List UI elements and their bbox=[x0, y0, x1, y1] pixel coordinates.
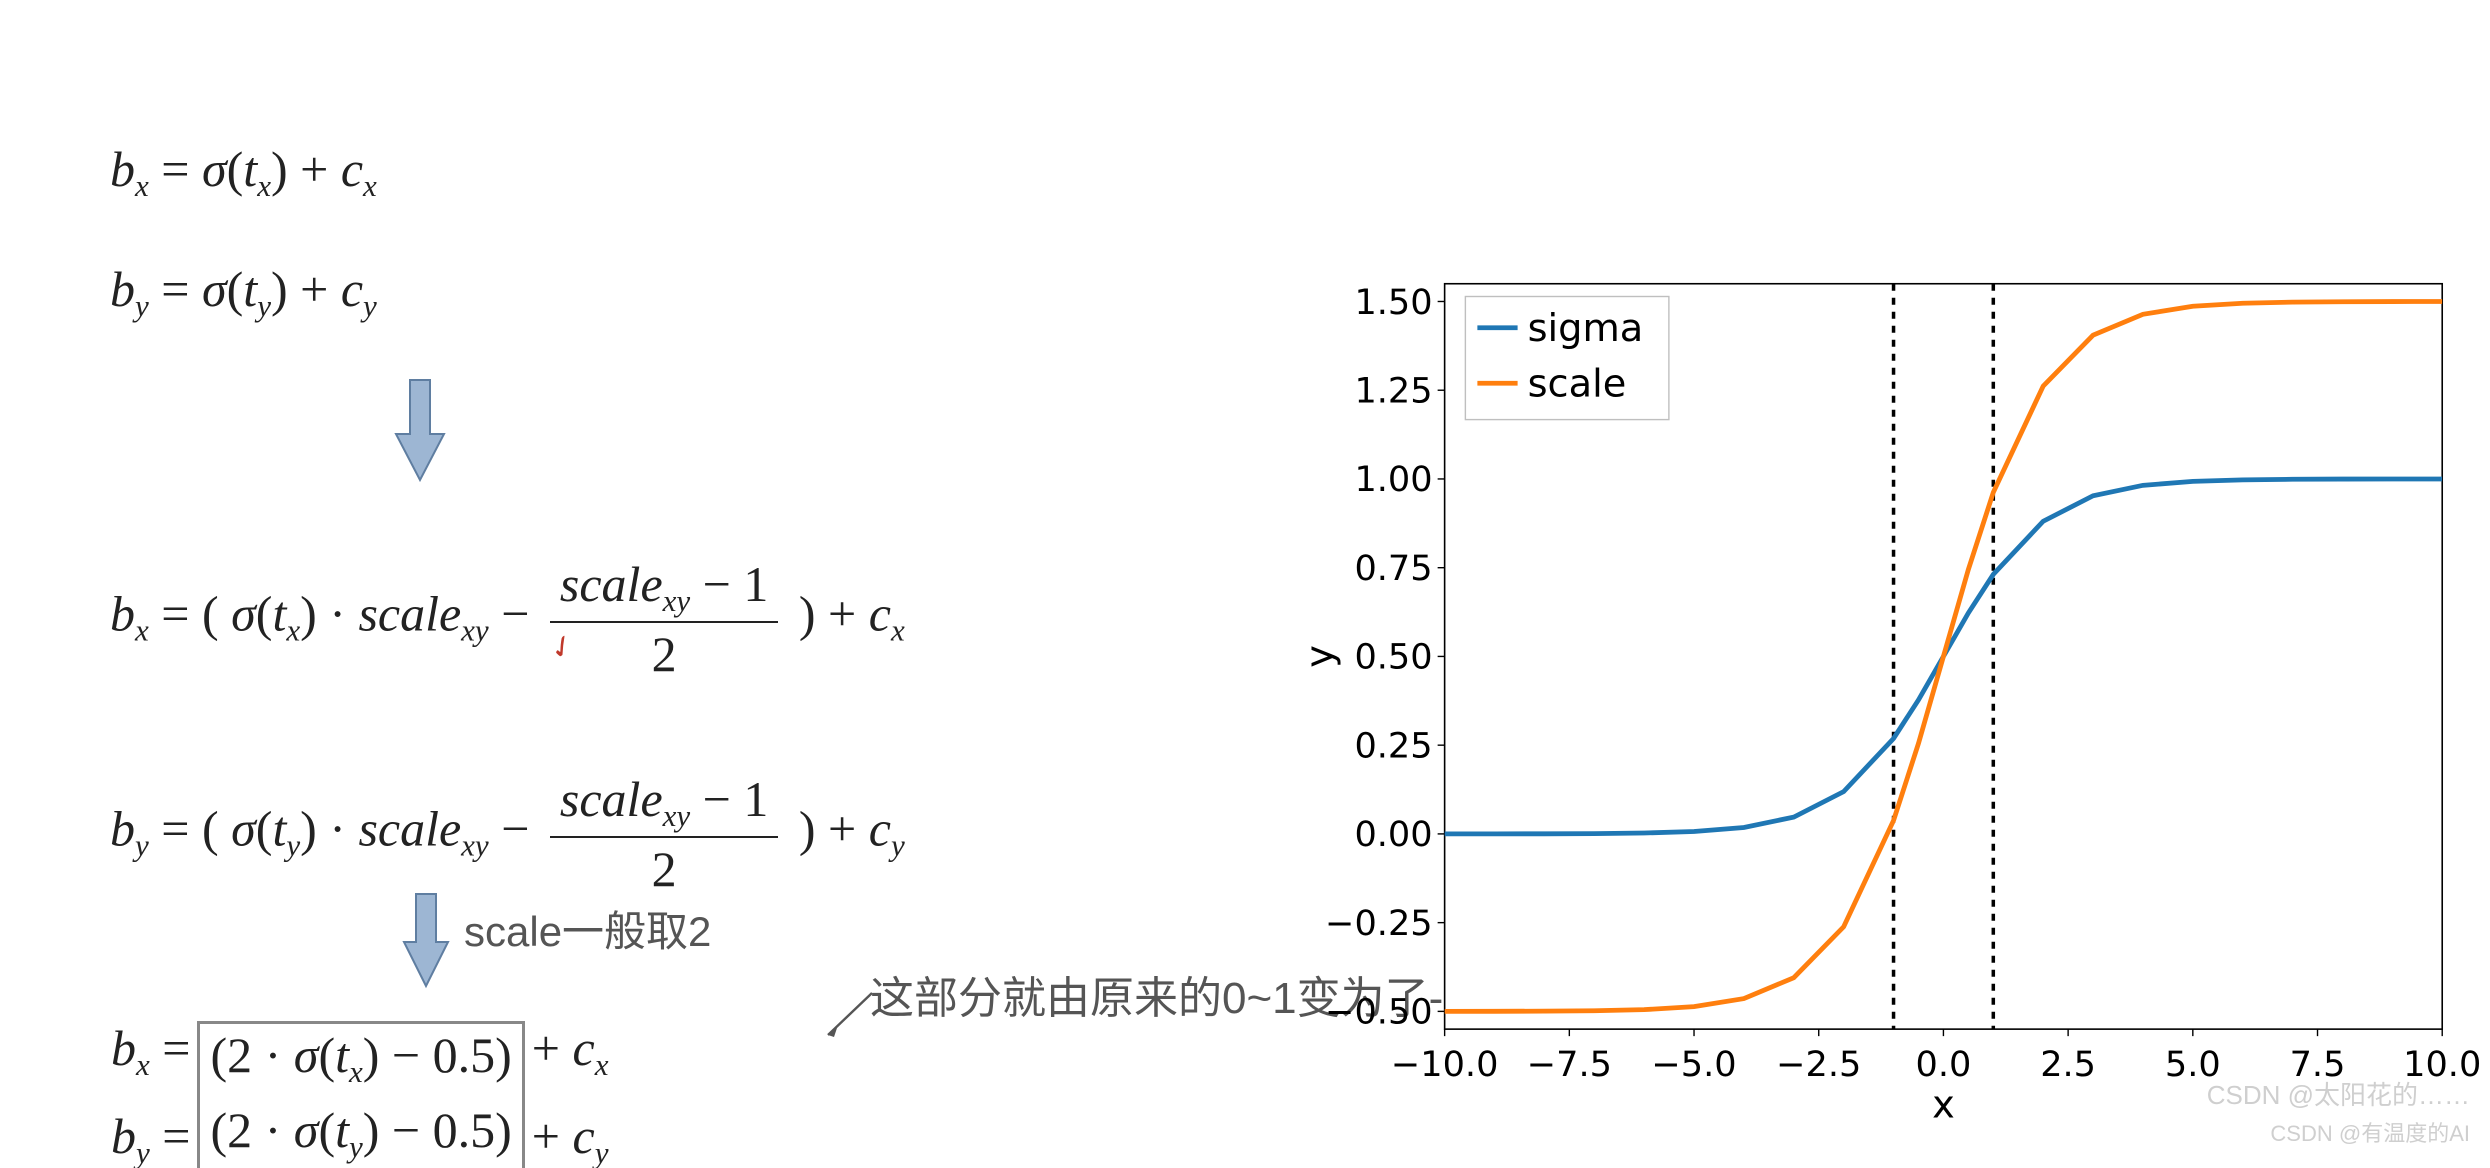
svg-text:1.00: 1.00 bbox=[1354, 460, 1432, 501]
svg-text:−7.5: −7.5 bbox=[1527, 1045, 1612, 1086]
svg-text:y: y bbox=[1297, 645, 1342, 668]
svg-text:−2.5: −2.5 bbox=[1776, 1045, 1861, 1086]
equation-bx-final: bx = by = (2 · σ(tx) − 0.5) (2 · σ(ty) −… bbox=[110, 1020, 609, 1168]
equation-by-sigma: by = σ(ty) + cy bbox=[110, 260, 377, 324]
equation-bx-sigma: bx = σ(tx) + cx bbox=[110, 140, 377, 204]
note-scale-value: scale一般取2 bbox=[464, 898, 711, 959]
svg-text:x: x bbox=[1932, 1083, 1955, 1128]
svg-text:0.50: 0.50 bbox=[1354, 637, 1432, 678]
equation-bx-scale: bx = ( σ(tx) · scalexy − scalexy − 1 2 )… bbox=[110, 555, 905, 683]
svg-text:2.5: 2.5 bbox=[2040, 1045, 2096, 1086]
svg-text:−5.0: −5.0 bbox=[1651, 1045, 1736, 1086]
watermark-2: CSDN @有温度的AI bbox=[2270, 1116, 2470, 1148]
svg-text:scale: scale bbox=[1527, 362, 1626, 407]
svg-text:−0.50: −0.50 bbox=[1325, 992, 1433, 1033]
svg-text:0.25: 0.25 bbox=[1354, 726, 1432, 767]
svg-text:0.75: 0.75 bbox=[1354, 548, 1432, 589]
svg-text:sigma: sigma bbox=[1527, 307, 1643, 352]
page-root: bx = σ(tx) + cx by = σ(ty) + cy bx = ( σ… bbox=[0, 0, 2490, 1168]
svg-text:−0.25: −0.25 bbox=[1325, 903, 1433, 944]
chart-sigmoid-scale: −0.50 −0.25 0.00 0.25 0.50 0.75 1.00 1.25 1.50 −1… bbox=[1293, 255, 2490, 1149]
svg-text:−10.0: −10.0 bbox=[1391, 1045, 1499, 1086]
watermark-1: CSDN @太阳花的…… bbox=[2207, 1075, 2470, 1112]
arrow-down-1 bbox=[390, 376, 450, 486]
svg-text:1.25: 1.25 bbox=[1354, 371, 1432, 412]
svg-text:0.0: 0.0 bbox=[1915, 1045, 1971, 1086]
boxed-final-eqs: (2 · σ(tx) − 0.5) (2 · σ(ty) − 0.5) bbox=[197, 1021, 524, 1168]
svg-text:0.00: 0.00 bbox=[1354, 815, 1432, 856]
equation-by-scale: by = ( σ(ty) · scalexy − scalexy − 1 2 )… bbox=[110, 770, 905, 898]
svg-text:1.50: 1.50 bbox=[1354, 282, 1432, 323]
arrow-down-2 bbox=[398, 890, 454, 990]
